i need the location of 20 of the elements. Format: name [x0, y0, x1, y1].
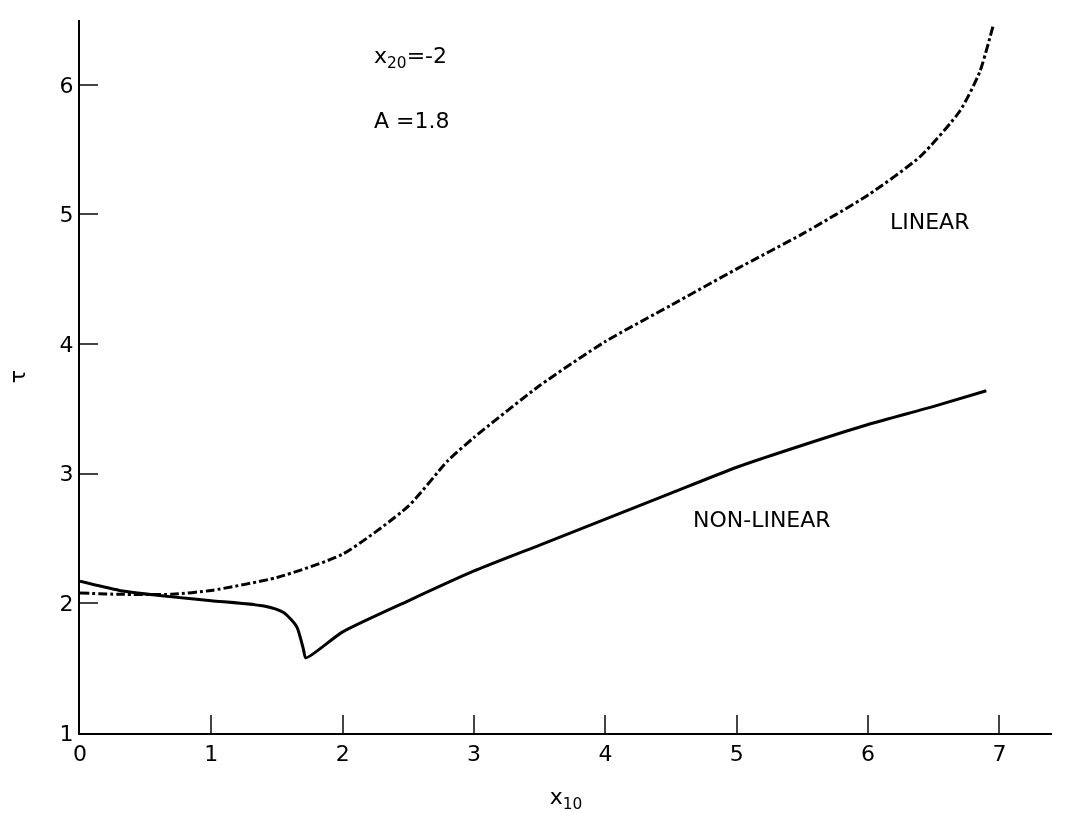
x-tick-label: 0 [73, 741, 87, 767]
y-tick-label: 3 [59, 461, 74, 487]
x-tick-label: 2 [335, 741, 350, 767]
y-tick-label: 2 [59, 591, 74, 617]
y-axis-title: τ [5, 369, 30, 384]
y-tick-label: 4 [59, 331, 74, 357]
y-tick-label: 6 [59, 72, 74, 98]
annotation: A =1.8 [374, 108, 450, 133]
annotation: x$_{20}$=-2 [374, 43, 447, 72]
series-label: LINEAR [890, 209, 970, 234]
x-tick-label: 6 [861, 741, 876, 767]
y-tick-label: 5 [59, 202, 74, 228]
y-tick-label: 1 [59, 720, 74, 746]
x-tick-label: 3 [467, 741, 482, 767]
series-label: NON-LINEAR [693, 507, 831, 532]
x-tick-label: 4 [598, 741, 613, 767]
x-tick-label: 1 [204, 741, 219, 767]
x-axis-title: x$_{10}$ [549, 784, 583, 813]
x-tick-label: 5 [729, 741, 744, 767]
x-tick-label: 7 [992, 741, 1007, 767]
